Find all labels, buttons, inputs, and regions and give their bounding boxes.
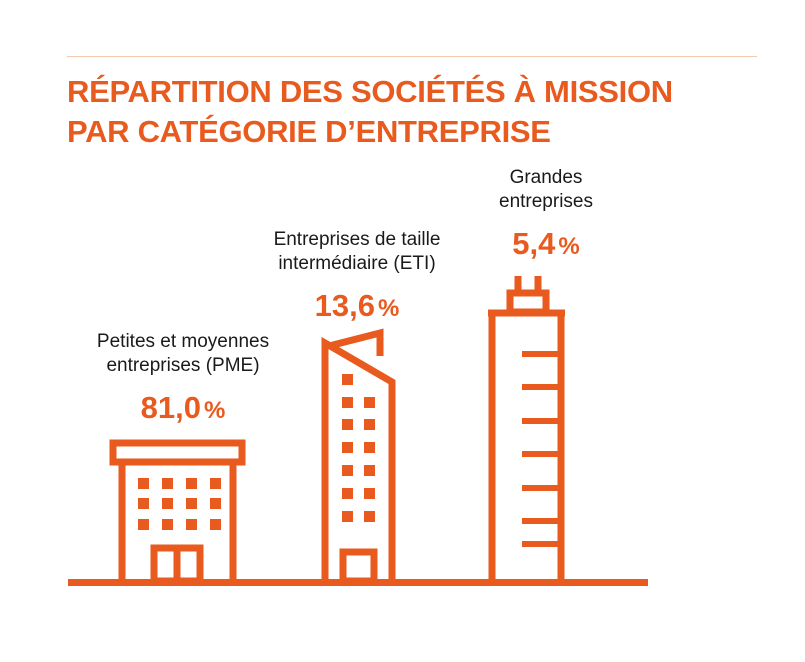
window	[210, 478, 221, 489]
skyscraper-icon	[488, 276, 565, 581]
window	[342, 511, 353, 522]
floor-mark	[522, 351, 561, 357]
window	[342, 419, 353, 430]
window	[364, 419, 375, 430]
category-label-line-1: Grandes	[509, 167, 583, 188]
small-building-icon	[109, 439, 246, 585]
floor-mark	[522, 518, 561, 524]
window	[342, 488, 353, 499]
window	[364, 465, 375, 476]
category-label: Grandes entreprises	[446, 166, 646, 214]
chart-title: RÉPARTITION DES SOCIÉTÉS À MISSION PAR C…	[67, 72, 673, 152]
value-unit: %	[558, 233, 580, 260]
window	[364, 511, 375, 522]
chart-title-line-1: RÉPARTITION DES SOCIÉTÉS À MISSION	[67, 74, 673, 109]
floor-mark	[522, 384, 561, 390]
skyscraper-floor-marks	[522, 351, 561, 547]
floor-mark	[522, 418, 561, 424]
value-number: 81,0	[140, 390, 201, 425]
top-divider	[67, 56, 757, 57]
category-label-line-2: entreprises (PME)	[106, 355, 260, 376]
value-label: 5,4%	[446, 226, 646, 265]
floor-mark	[522, 451, 561, 457]
window	[138, 498, 149, 509]
window	[186, 519, 197, 530]
value-label: 81,0%	[58, 390, 308, 429]
window	[210, 519, 221, 530]
category-grandes-entreprises: Grandes entreprises 5,4%	[446, 166, 646, 265]
category-pme: Petites et moyennes entreprises (PME) 81…	[58, 330, 308, 429]
window	[342, 397, 353, 408]
eti-windows	[342, 374, 375, 522]
value-unit: %	[204, 397, 226, 424]
window	[138, 519, 149, 530]
category-label-line-2: intermédiaire (ETI)	[278, 253, 436, 274]
chart-title-line-2: PAR CATÉGORIE D’ENTREPRISE	[67, 114, 551, 149]
mid-rise-building-icon	[321, 328, 396, 585]
window	[342, 442, 353, 453]
window	[342, 465, 353, 476]
category-eti: Entreprises de taille intermédiaire (ETI…	[232, 228, 482, 327]
window	[210, 498, 221, 509]
category-label: Entreprises de taille intermédiaire (ETI…	[232, 228, 482, 276]
window	[186, 498, 197, 509]
floor-mark	[522, 541, 561, 547]
pme-windows	[138, 478, 221, 530]
category-label: Petites et moyennes entreprises (PME)	[58, 330, 308, 378]
window	[138, 478, 149, 489]
window	[162, 498, 173, 509]
window	[364, 397, 375, 408]
floor-mark	[522, 485, 561, 491]
category-label-line-1: Entreprises de taille	[273, 229, 441, 250]
category-label-line-2: entreprises	[499, 191, 593, 212]
window	[342, 374, 353, 385]
window	[162, 478, 173, 489]
window	[162, 519, 173, 530]
window	[364, 488, 375, 499]
value-label: 13,6%	[232, 288, 482, 327]
value-number: 5,4	[512, 226, 556, 261]
category-label-line-1: Petites et moyennes	[96, 331, 270, 352]
value-number: 13,6	[314, 288, 375, 323]
window	[186, 478, 197, 489]
window	[364, 442, 375, 453]
value-unit: %	[378, 295, 400, 322]
